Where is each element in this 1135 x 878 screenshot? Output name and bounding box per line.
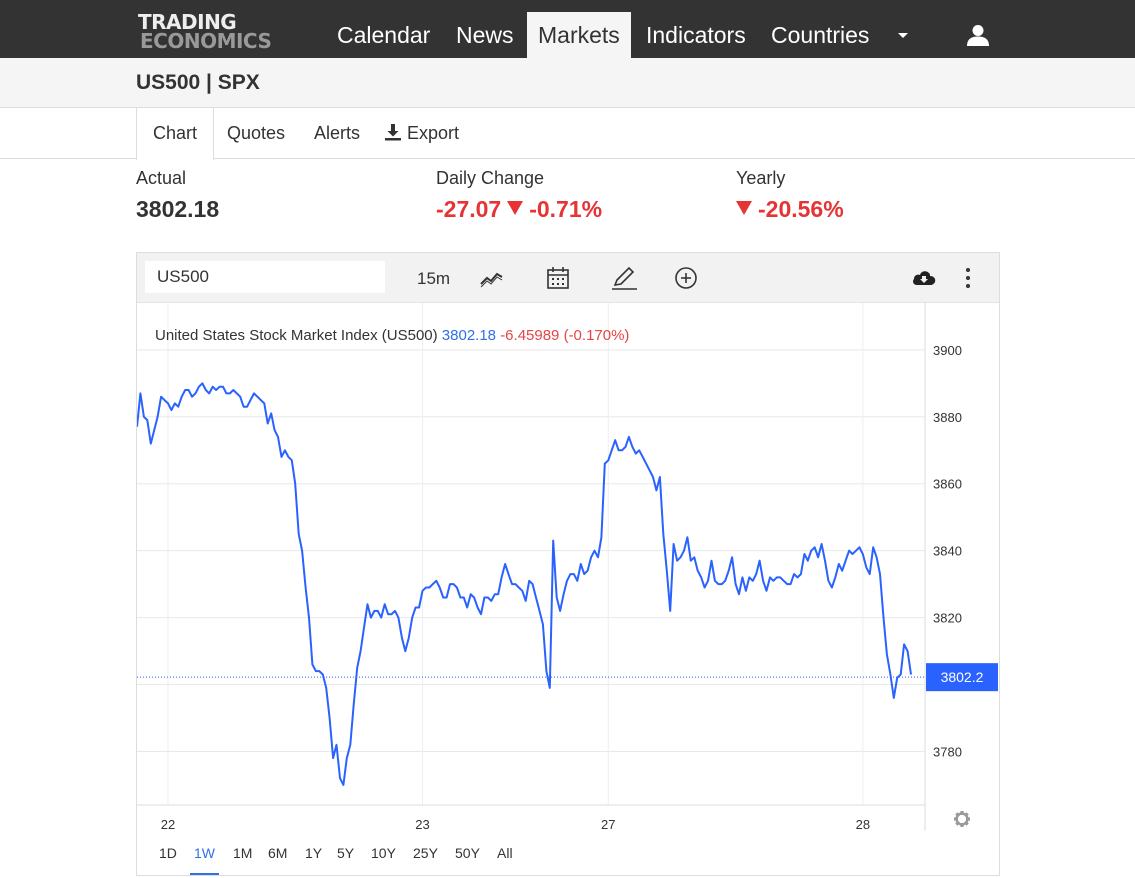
logo-line1: TRADING [138,10,237,34]
tab-chart[interactable]: Chart [136,108,215,160]
legend-name: United States Stock Market Index (US500) [155,327,442,344]
gear-icon[interactable] [954,811,970,827]
x-tick-label: 23 [415,817,429,832]
x-tick-label: 22 [161,817,175,832]
nav-markets[interactable]: Markets [527,12,631,58]
price-chart[interactable]: 3780 3820 3840 3860 3880 3900 22 23 27 28 3802.2 Un… [137,253,999,837]
nav-news[interactable]: News [456,22,514,48]
y-tick-label: 3840 [933,544,962,559]
actual-label: Actual [136,168,187,188]
yearly-pct: -20.56% [758,196,844,222]
range-25y[interactable]: 25Y [413,845,438,861]
daily-change-value: -27.07 -0.71% [436,196,602,223]
range-10y[interactable]: 10Y [371,845,396,861]
yearly-label: Yearly [736,168,786,188]
nav-indicators[interactable]: Indicators [646,22,746,48]
range-1m[interactable]: 1M [233,845,253,861]
user-icon[interactable] [966,24,990,46]
y-tick-label: 3880 [933,410,962,425]
range-all[interactable]: All [497,845,513,861]
y-tick-label: 3900 [933,343,962,358]
download-cloud-icon[interactable] [911,265,937,291]
line-chart-icon[interactable] [479,265,505,291]
y-tick-label: 3860 [933,477,962,492]
title-bar: US500 | SPX [0,58,1135,108]
y-tick-label: 3820 [933,611,962,626]
tab-export-label: Export [407,123,460,143]
daily-change-pct: -0.71% [529,196,603,222]
legend-change: -6.45989 (-0.170%) [500,327,629,344]
range-6m[interactable]: 6M [268,845,288,861]
logo-line2: ECONOMICS [140,29,272,53]
chart-panel: 3780 3820 3840 3860 3880 3900 22 23 27 28 3802.2 Un… [136,252,1000,876]
chart-toolbar: 15m [137,253,999,303]
symbol-input[interactable] [145,261,385,293]
down-triangle-icon [736,201,752,215]
nav-calendar[interactable]: Calendar [337,22,431,48]
add-circle-icon[interactable] [673,265,699,291]
chevron-down-icon[interactable] [898,33,908,38]
range-5y[interactable]: 5Y [337,845,355,861]
range-50y[interactable]: 50Y [455,845,480,861]
nav-countries[interactable]: Countries [771,22,870,48]
tab-bar: Chart Quotes Alerts Export [0,108,1135,160]
more-vertical-icon[interactable] [955,265,981,291]
down-triangle-icon [507,201,524,215]
x-tick-label: 28 [856,817,870,832]
actual-value: 3802.18 [136,196,220,222]
draw-icon[interactable] [611,265,637,291]
range-selector: 1D 1W 1M 6M 1Y 5Y 10Y 25Y 50Y All [137,837,999,875]
legend-last-value: 3802.18 [442,327,500,344]
gear-ring [955,812,969,826]
y-tick-label: 3780 [933,744,962,759]
download-icon [385,124,401,141]
current-price-badge [926,663,998,692]
page-title: US500 | SPX [136,71,260,94]
tab-alerts[interactable]: Alerts [314,123,361,143]
daily-change-label: Daily Change [436,168,545,188]
logo[interactable]: TRADING ECONOMICS [138,12,298,52]
daily-change-abs: -27.07 [436,196,502,222]
chart-legend: United States Stock Market Index (US500)… [155,327,629,344]
x-tick-label: 27 [601,817,615,832]
top-nav: TRADING ECONOMICS Calendar News Markets … [0,0,1135,58]
yearly-value: -20.56% [730,196,844,223]
interval-selector[interactable]: 15m [417,269,451,288]
range-1w[interactable]: 1W [190,845,219,875]
tab-export[interactable]: Export [368,108,475,159]
tab-quotes[interactable]: Quotes [227,123,286,143]
current-price-label: 3802.2 [941,669,984,685]
range-1y[interactable]: 1Y [305,845,323,861]
series-line [137,382,912,786]
range-1d[interactable]: 1D [159,845,177,861]
calendar-icon[interactable] [545,265,571,291]
